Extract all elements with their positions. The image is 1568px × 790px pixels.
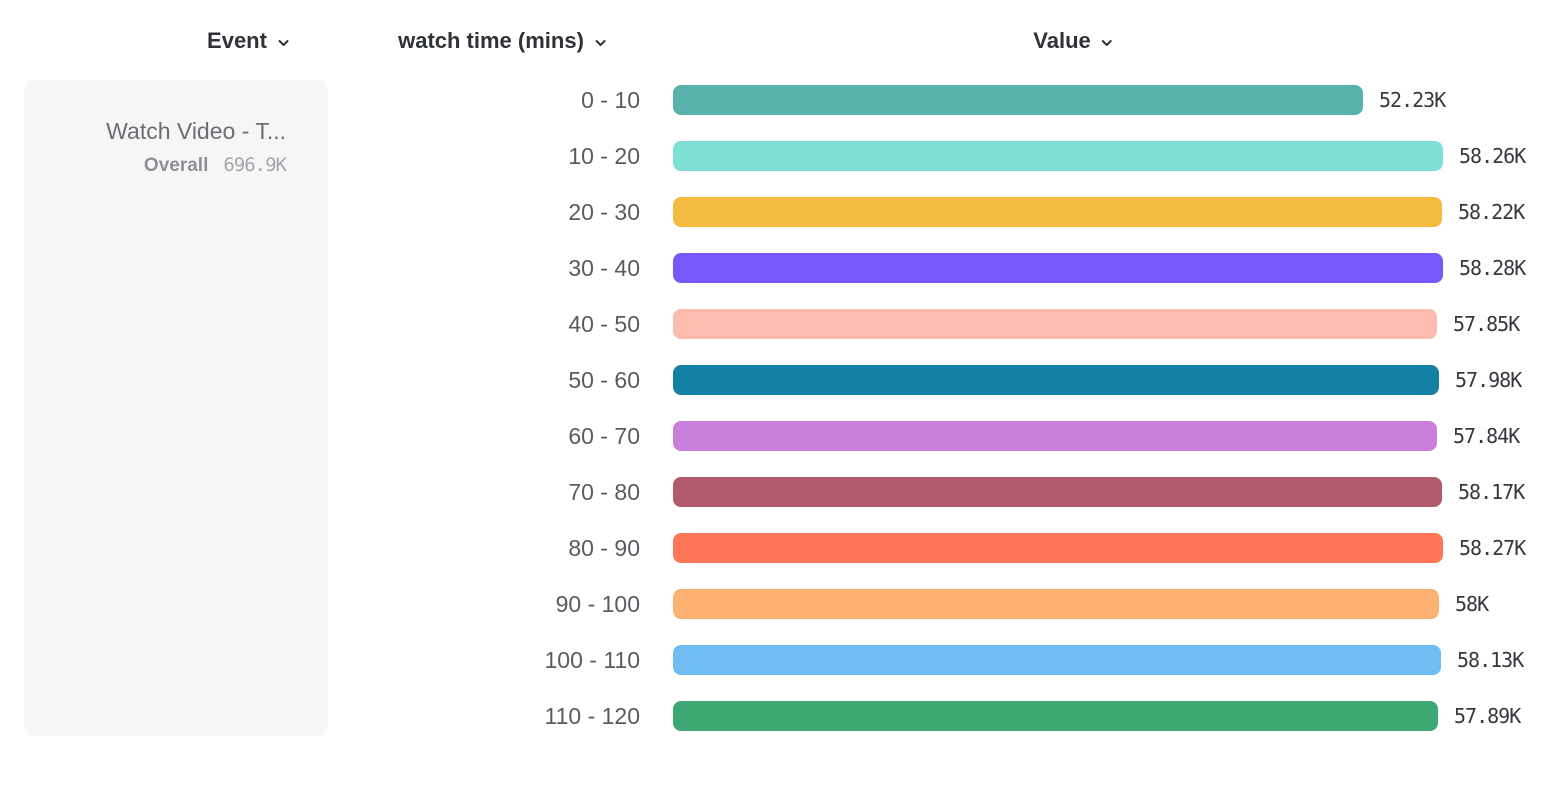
chart-row: 100 - 110 58.13K <box>0 645 1568 675</box>
chart-row: 10 - 20 58.26K <box>0 141 1568 171</box>
chevron-down-icon <box>1100 33 1115 50</box>
overall-value: 696.9K <box>223 154 287 176</box>
bar-value: 58.17K <box>1458 480 1525 504</box>
bar-value: 58.26K <box>1459 144 1526 168</box>
event-card[interactable]: Watch Video - T... Overall 696.9K <box>24 80 328 736</box>
bar[interactable] <box>673 701 1438 731</box>
bar[interactable] <box>673 309 1437 339</box>
chart-row: 110 - 120 57.89K <box>0 701 1568 731</box>
bucket-label: 50 - 60 <box>568 367 640 393</box>
chevron-down-icon <box>593 33 608 50</box>
bucket-label: 40 - 50 <box>568 311 640 337</box>
bar[interactable] <box>673 141 1443 171</box>
chart-row: 20 - 30 58.22K <box>0 197 1568 227</box>
event-card-text: Watch Video - T... Overall 696.9K <box>24 116 287 177</box>
chart-row: 90 - 100 58K <box>0 589 1568 619</box>
bar[interactable] <box>673 365 1439 395</box>
event-title: Watch Video - T... <box>106 118 286 144</box>
bucket-label: 110 - 120 <box>544 703 640 729</box>
event-column-header[interactable]: Event <box>207 28 291 54</box>
bucket-label: 80 - 90 <box>568 535 640 561</box>
bucket-label: 20 - 30 <box>568 199 640 225</box>
bar[interactable] <box>673 85 1363 115</box>
chart-row: 80 - 90 58.27K <box>0 533 1568 563</box>
chart-row: 0 - 10 52.23K <box>0 85 1568 115</box>
value-column-header[interactable]: Value <box>1033 28 1114 54</box>
bucket-label: 70 - 80 <box>568 479 640 505</box>
bar-value: 52.23K <box>1379 88 1446 112</box>
bar-value: 58K <box>1455 592 1489 616</box>
bar[interactable] <box>673 477 1442 507</box>
bar-value: 58.27K <box>1459 536 1526 560</box>
bar[interactable] <box>673 533 1443 563</box>
bar-value: 57.84K <box>1453 424 1520 448</box>
bucket-label: 90 - 100 <box>555 591 640 617</box>
bucket-label: 100 - 110 <box>544 647 640 673</box>
bar-value: 58.28K <box>1459 256 1526 280</box>
bucket-label: 0 - 10 <box>581 87 640 113</box>
bar-value: 58.22K <box>1458 200 1525 224</box>
chart-row: 30 - 40 58.28K <box>0 253 1568 283</box>
bar-value: 57.98K <box>1455 368 1522 392</box>
bucket-label: 10 - 20 <box>568 143 640 169</box>
bar[interactable] <box>673 197 1442 227</box>
bar[interactable] <box>673 589 1439 619</box>
bar-value: 57.85K <box>1453 312 1520 336</box>
overall-label: Overall <box>143 155 209 176</box>
chart-row: 60 - 70 57.84K <box>0 421 1568 451</box>
bar-value: 58.13K <box>1457 648 1524 672</box>
chevron-down-icon <box>276 33 291 50</box>
bucket-label: 60 - 70 <box>568 423 640 449</box>
bar[interactable] <box>673 253 1443 283</box>
chart-row: 50 - 60 57.98K <box>0 365 1568 395</box>
overall-line: Overall 696.9K <box>24 154 287 177</box>
event-column-label: Event <box>207 28 267 53</box>
chart-row: 40 - 50 57.85K <box>0 309 1568 339</box>
dimension-column-label: watch time (mins) <box>398 28 584 53</box>
value-column-label: Value <box>1033 28 1091 53</box>
dimension-column-header[interactable]: watch time (mins) <box>398 28 608 54</box>
chart-row: 70 - 80 58.17K <box>0 477 1568 507</box>
bucket-label: 30 - 40 <box>568 255 640 281</box>
bar[interactable] <box>673 645 1441 675</box>
bar[interactable] <box>673 421 1437 451</box>
bar-value: 57.89K <box>1454 704 1521 728</box>
